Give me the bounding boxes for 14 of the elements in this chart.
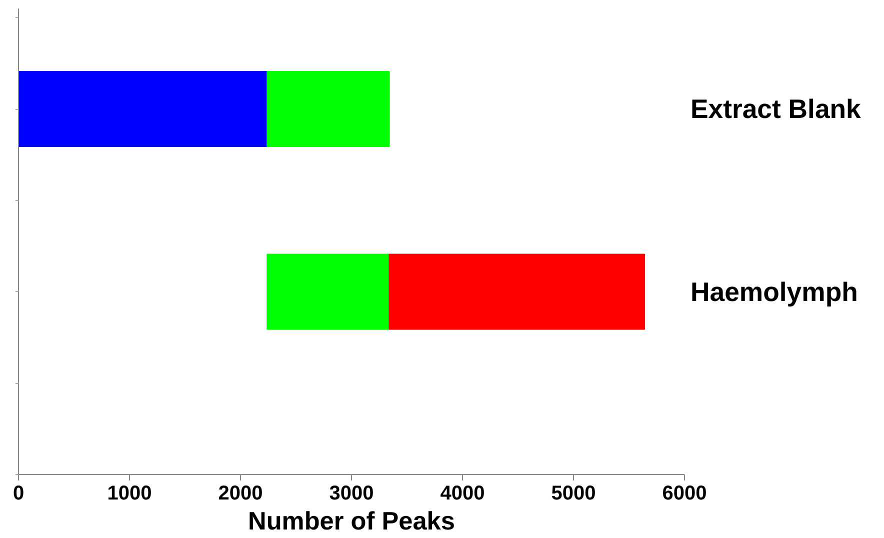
y-tick-label: Haemolymph bbox=[690, 276, 858, 307]
x-tick-label: 3000 bbox=[329, 482, 374, 504]
bar bbox=[388, 254, 646, 330]
x-tick-label: 5000 bbox=[551, 482, 596, 504]
x-tick-label: 1000 bbox=[107, 482, 152, 504]
x-axis-title: Number of Peaks bbox=[248, 508, 455, 536]
x-tick-label: 6000 bbox=[662, 482, 707, 504]
x-tick-label: 4000 bbox=[440, 482, 485, 504]
y-tick-label: Extract Blank bbox=[690, 94, 862, 124]
bar bbox=[18, 71, 268, 147]
x-tick-label: 2000 bbox=[218, 482, 263, 504]
x-tick-label: 0 bbox=[12, 482, 24, 504]
bar bbox=[266, 254, 390, 330]
bar bbox=[266, 71, 390, 147]
